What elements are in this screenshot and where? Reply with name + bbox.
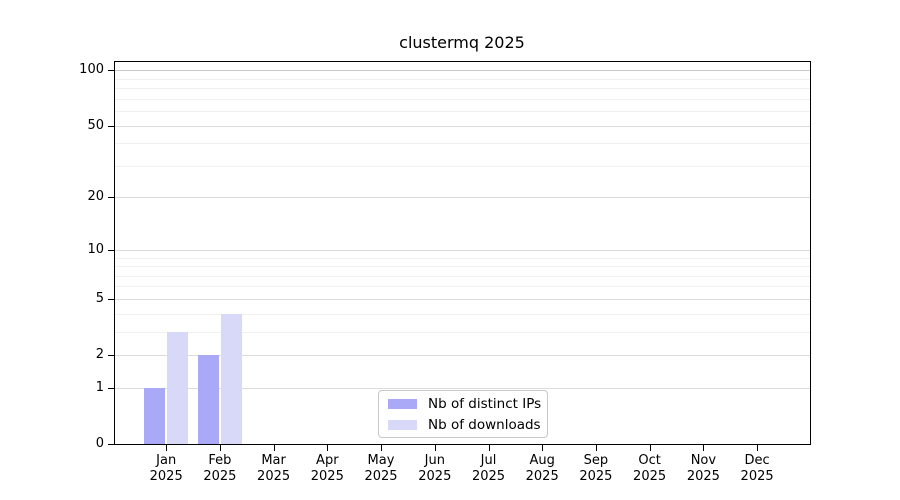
x-tick-label: Oct 2025 [633,453,667,484]
x-tick [757,445,759,451]
x-tick-label: Nov 2025 [686,453,720,484]
y-tick [108,355,114,356]
chart-title: clustermq 2025 [399,33,525,52]
minor-gridline [114,78,810,80]
x-tick [327,445,329,451]
x-tick [649,445,651,451]
y-tick-label: 100 [79,62,104,78]
major-gridline [114,125,810,127]
minor-gridline [114,111,810,112]
y-tick [108,249,114,251]
y-tick-label: 0 [95,436,104,451]
minor-gridline [114,286,810,288]
x-tick [542,445,544,451]
x-tick [488,445,490,451]
minor-gridline [114,257,810,259]
major-gridline [114,387,810,389]
x-tick [703,445,705,451]
major-gridline [114,298,810,300]
major-gridline [114,197,810,199]
y-tick [108,387,114,389]
plot-border-right [810,61,811,445]
minor-gridline [114,98,810,100]
y-tick [108,125,114,127]
x-tick [219,445,221,451]
x-tick-label: May 2025 [364,453,398,484]
x-tick [434,445,436,451]
y-tick [108,197,114,199]
plot-border-left [114,61,115,445]
bar-distinct-ips [197,355,219,444]
y-tick-label: 2 [95,347,104,362]
minor-gridline [114,313,810,315]
y-tick [108,70,114,72]
bar-downloads [167,331,189,444]
y-tick-label: 20 [87,189,104,205]
x-tick-label: Jul 2025 [471,453,506,484]
x-tick-label: Sep 2025 [579,453,613,484]
bar-downloads [220,313,242,444]
x-tick-label: Apr 2025 [310,453,344,484]
y-tick-label: 1 [95,379,104,395]
legend: Nb of distinct IPs Nb of downloads [378,390,548,438]
legend-item-downloads: Nb of downloads [388,417,547,433]
minor-gridline [114,165,810,167]
x-tick-label: Feb 2025 [203,453,237,484]
x-tick-label: Jun 2025 [418,453,452,484]
plot-border-top [114,61,811,62]
x-tick-label: Dec 2025 [740,453,774,484]
minor-gridline [114,275,810,277]
minor-gridline [114,88,810,90]
x-tick-label: Mar 2025 [257,453,291,484]
legend-swatch-distinct-ips-icon [388,398,417,409]
major-gridline [114,70,810,72]
legend-item-distinct-ips: Nb of distinct IPs [388,396,547,412]
minor-gridline [114,331,810,333]
legend-swatch-downloads-icon [388,419,417,430]
bar-distinct-ips [144,387,166,444]
y-tick [108,298,114,300]
legend-label-distinct-ips: Nb of distinct IPs [428,395,542,412]
y-tick-label: 5 [95,290,104,306]
y-tick-label: 50 [87,117,104,133]
major-gridline [114,249,810,251]
major-gridline [114,355,810,356]
minor-gridline [114,143,810,145]
y-tick [108,444,114,445]
x-tick-label: Aug 2025 [525,453,559,484]
x-tick-label: Jan 2025 [149,453,183,484]
x-tick [595,445,597,451]
plot-border-bottom [114,444,811,445]
y-tick-label: 10 [87,241,104,257]
x-tick [273,445,275,451]
x-tick [381,445,382,451]
x-tick [166,445,168,451]
minor-gridline [114,266,810,267]
legend-label-downloads: Nb of downloads [428,416,541,433]
